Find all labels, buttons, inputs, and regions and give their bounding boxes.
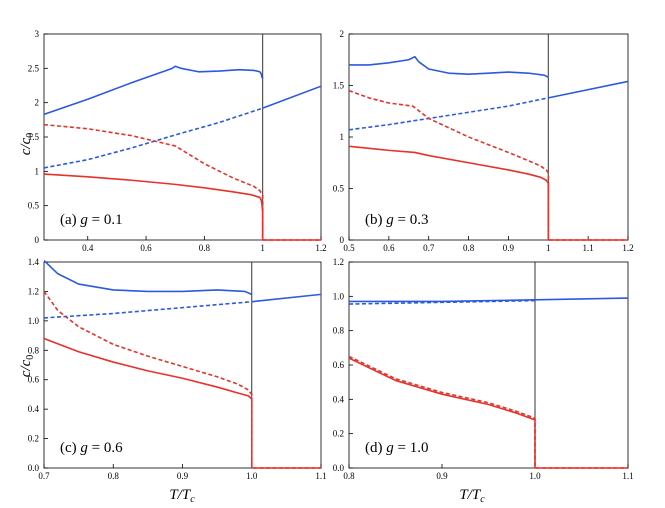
y-tick-label: 1.5 <box>333 81 345 91</box>
x-tick-label: 0.5 <box>343 243 355 253</box>
x-tick-label: 1 <box>260 243 265 253</box>
series-red-solid <box>349 357 628 469</box>
series-blue-solid <box>349 55 549 78</box>
y-tick-label: 1.2 <box>28 286 39 296</box>
x-axis-label-right: T/Tc <box>459 487 485 505</box>
y-tick-label: 0.0 <box>28 463 40 473</box>
series-blue-normal <box>262 85 321 109</box>
plot-frame-b <box>348 33 629 241</box>
chart-panel-b: 00.511.520.5 0.6 0.7 0.8 0.9 1 1.1 1.2(b) g = 0… <box>333 29 634 253</box>
series-blue-normal <box>548 80 628 99</box>
y-tick-label: 0.4 <box>333 394 345 404</box>
x-tick-label: 0.8 <box>108 471 120 481</box>
y-tick-label: 0 <box>35 235 40 245</box>
x-tick-label: 1.1 <box>583 243 594 253</box>
series-blue-dashed <box>44 107 263 169</box>
x-tick-label: 0.6 <box>383 243 395 253</box>
y-tick-label: 0.2 <box>28 434 39 444</box>
y-tick-label: 0.2 <box>333 429 344 439</box>
y-axis-label-bottom: c/c0 <box>18 355 36 377</box>
panels: 00.511.522.530.4 0.6 0.8 1 1.2(a) g = 0.100.… <box>28 29 634 481</box>
y-tick-label: 0.8 <box>28 345 40 355</box>
y-tick-label: 0.0 <box>333 463 345 473</box>
y-tick-label: 0.5 <box>28 201 40 211</box>
y-tick-label: 1.2 <box>333 257 344 267</box>
x-tick-label: 0.4 <box>82 243 94 253</box>
plot-frame-a <box>43 33 322 241</box>
chart-panel-c: 0.0 0.2 0.4 0.6 0.8 1.0 1.2 1.4 0.7 0.8 0.9 1.0 1.1 (… <box>28 257 327 481</box>
x-tick-label: 0.8 <box>199 243 211 253</box>
panel-label-c: (c) g = 0.6 <box>60 440 123 456</box>
panel-label-a: (a) g = 0.1 <box>60 212 123 228</box>
y-tick-label: 1.0 <box>333 291 345 301</box>
series-red-solid <box>349 145 628 241</box>
x-tick-label: 1.2 <box>622 243 633 253</box>
y-tick-label: 1 <box>340 132 345 142</box>
chart-panel-a: 0 0.5 1 1.5 2 2.5 3 0.4 0.6 0.8 1 1.2 (a) g = 0.1 <box>28 29 327 253</box>
y-tick-label: 3 <box>35 29 40 39</box>
y-tick-label: 1.5 <box>28 132 40 142</box>
x-tick-label: 1.2 <box>315 243 326 253</box>
series-blue-normal <box>251 293 321 303</box>
series-blue-solid <box>349 297 628 303</box>
series-blue-solid <box>44 260 253 296</box>
x-tick-label: 0.7 <box>423 243 435 253</box>
x-tick-label: 0.9 <box>503 243 515 253</box>
series-red-dashed <box>349 89 628 241</box>
series-blue-solid <box>44 65 264 116</box>
y-tick-label: 2.5 <box>28 63 40 73</box>
x-tick-label: 0.9 <box>436 471 448 481</box>
x-tick-label: 1.0 <box>246 471 258 481</box>
y-tick-label: 1 <box>35 166 40 176</box>
y-tick-label: 2 <box>35 98 40 108</box>
panel-label-d: (d) g = 1.0 <box>365 440 428 456</box>
panel-label-b: (b) g = 0.3 <box>365 212 428 228</box>
x-axis-label-left: T/Tc <box>169 487 195 505</box>
x-tick-label: 0.6 <box>140 243 152 253</box>
x-tick-label: 0.8 <box>463 243 475 253</box>
y-tick-label: 1.4 <box>28 257 40 267</box>
y-tick-label: 0.6 <box>28 375 40 385</box>
y-tick-label: 0.8 <box>333 326 345 336</box>
y-axis-label-top: c/c0 <box>18 133 36 155</box>
y-tick-label: 0.5 <box>333 184 345 194</box>
y-tick-label: 0.6 <box>333 360 345 370</box>
x-tick-label: 0.8 <box>343 471 355 481</box>
series-red-solid <box>44 173 321 241</box>
x-tick-label: 1.1 <box>315 471 326 481</box>
chart-panel-d: 0.0 0.2 0.4 0.6 0.8 1.0 1.2 0.8 0.9 1.0 1.1 (d) g =… <box>333 257 634 481</box>
x-tick-label: 1.1 <box>622 471 633 481</box>
y-tick-label: 0.4 <box>28 404 40 414</box>
plot-frame-d <box>348 261 629 469</box>
x-tick-label: 0.7 <box>38 471 50 481</box>
x-tick-label: 1 <box>546 243 551 253</box>
series-blue-dashed <box>349 299 536 305</box>
series-blue-dashed <box>349 97 549 131</box>
series-red-solid <box>44 337 321 469</box>
plot-frame-c <box>43 261 322 469</box>
x-tick-label: 1.0 <box>529 471 541 481</box>
y-tick-label: 1.0 <box>28 316 40 326</box>
y-tick-label: 2 <box>340 29 345 39</box>
series-blue-dashed <box>44 300 252 319</box>
y-tick-label: 0 <box>340 235 345 245</box>
x-tick-label: 0.9 <box>177 471 189 481</box>
series-red-dashed <box>349 355 628 469</box>
